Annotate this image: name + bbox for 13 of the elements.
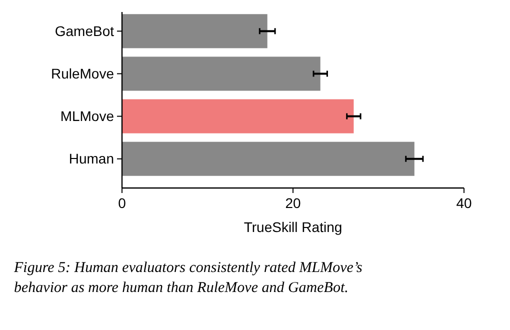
bar (122, 14, 268, 48)
x-axis-title: TrueSkill Rating (244, 219, 342, 235)
y-tick-label: MLMove (60, 108, 114, 124)
caption: Figure 5: Human evaluators consistently rated MLMove’s behavior as more human than RuleMove and GameBot. (13, 260, 362, 296)
bar (122, 99, 354, 134)
y-tick-label: RuleMove (50, 66, 114, 82)
y-tick-label: Human (68, 150, 114, 167)
x-tick-label: 20 (285, 195, 301, 211)
x-tick-label: 40 (456, 195, 472, 211)
bar (122, 142, 414, 176)
y-tick-label: GameBot (54, 23, 114, 40)
bar (122, 56, 320, 91)
x-tick-label: 0 (118, 195, 126, 211)
